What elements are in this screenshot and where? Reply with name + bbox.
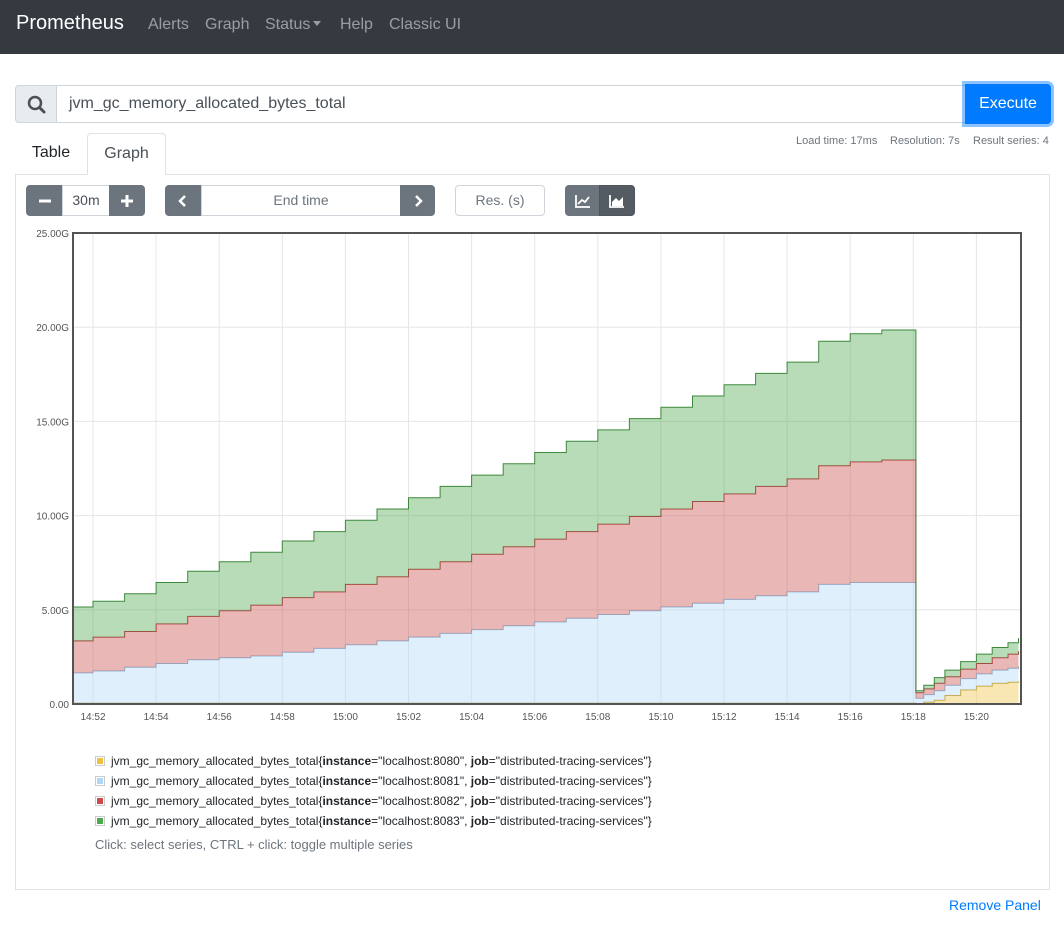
decrease-range-button[interactable] [26,185,63,216]
nav-graph[interactable]: Graph [205,16,250,33]
x-tick-label: 14:52 [80,712,105,723]
range-input[interactable]: 30m [62,185,110,216]
resolution-stat: Resolution: 7s [890,135,960,147]
legend-job: distributed-tracing-services [500,754,644,768]
legend-instance: localhost:8083 [382,814,460,828]
area-series-8083-line [73,329,1019,692]
area-series-8081 [73,582,1019,704]
area-series-8081-line [73,582,1019,699]
x-tick-label: 15:06 [522,712,547,723]
x-tick-label: 15:04 [459,712,484,723]
chevron-left-icon [178,194,186,207]
nav-status-label: Status [265,16,311,33]
y-tick-label: 10.00G [36,512,69,523]
plus-icon [121,194,133,207]
chevron-right-icon [414,194,423,207]
legend-swatch [95,816,105,826]
y-tick-label: 0.00 [50,700,70,711]
legend-color-8082 [97,798,103,804]
legend-color-8083 [97,818,103,824]
line-mode-button[interactable] [565,185,600,216]
search-icon [27,95,46,114]
legend-swatch [95,776,105,786]
tab-graph[interactable]: Graph [87,133,166,175]
tab-table[interactable]: Table [31,144,71,161]
legend-color-8081 [97,778,103,784]
legend-job: distributed-tracing-services [500,794,644,808]
y-tick-label: 15.00G [36,417,69,428]
legend-swatch [95,796,105,806]
x-tick-label: 15:16 [838,712,863,723]
y-tick-label: 20.00G [36,323,69,334]
x-tick-label: 15:20 [964,712,989,723]
x-tick-label: 15:18 [901,712,926,723]
end-time-input[interactable]: End time [201,185,401,216]
legend-item[interactable]: jvm_gc_memory_allocated_bytes_total{inst… [95,793,652,813]
graph-panel [15,174,1050,890]
legend-metric: jvm_gc_memory_allocated_bytes_total [111,814,319,828]
resolution-input[interactable]: Res. (s) [455,185,545,216]
next-time-button[interactable] [400,185,435,216]
legend-color-8080 [97,758,103,764]
x-tick-label: 15:14 [775,712,800,723]
graph-chart[interactable]: 0.00 5.00G 10.00G 15.00G 20.00G 25.00G 14:52 1… [0,0,1064,740]
legend-job: distributed-tracing-services [500,774,644,788]
legend-job: distributed-tracing-services [500,814,644,828]
y-tick-label: 25.00G [36,229,69,240]
x-tick-label: 14:54 [144,712,169,723]
nav-classic-ui[interactable]: Classic UI [389,16,462,33]
remove-panel-link[interactable]: Remove Panel [949,897,1041,913]
legend-instance: localhost:8080 [382,754,460,768]
legend-item[interactable]: jvm_gc_memory_allocated_bytes_total{inst… [95,813,652,833]
minus-icon [38,199,51,202]
area-series-8082 [73,460,1019,699]
brand-link[interactable]: Prometheus [16,12,124,34]
legend-metric: jvm_gc_memory_allocated_bytes_total [111,794,319,808]
x-tick-label: 14:56 [207,712,232,723]
x-tick-label: 15:12 [711,712,736,723]
x-tick-label: 15:00 [333,712,358,723]
stacked-mode-button[interactable] [599,185,635,216]
legend-metric: jvm_gc_memory_allocated_bytes_total [111,754,319,768]
navbar: Prometheus Alerts Graph Status Help Clas… [0,0,1064,54]
x-tick-label: 15:08 [585,712,610,723]
legend-item[interactable]: jvm_gc_memory_allocated_bytes_total{inst… [95,753,652,773]
x-tick-label: 15:10 [648,712,673,723]
x-tick-label: 14:58 [270,712,295,723]
legend-item[interactable]: jvm_gc_memory_allocated_bytes_total{inst… [95,773,652,793]
plot-border [72,232,1022,705]
area-series-8082-line [73,459,1019,694]
legend-swatch [95,756,105,766]
legend-instance: localhost:8081 [382,774,460,788]
x-tick-label: 15:02 [396,712,421,723]
execute-button[interactable]: Execute [965,84,1051,124]
nav-help[interactable]: Help [340,16,373,33]
nav-status-dropdown[interactable]: Status [265,16,322,34]
result-series-stat: Result series: 4 [973,135,1049,147]
load-time: Load time: 17ms [796,135,878,147]
line-chart-icon [574,194,590,208]
legend-instance: localhost:8082 [382,794,460,808]
caret-down-icon [313,21,322,26]
chart-legend: jvm_gc_memory_allocated_bytes_total{inst… [95,753,652,833]
nav-alerts[interactable]: Alerts [148,16,189,33]
area-series-8083 [73,330,1019,693]
previous-time-button[interactable] [165,185,201,216]
y-tick-label: 5.00G [42,606,69,617]
area-chart-icon [609,194,624,208]
legend-hint: Click: select series, CTRL + click: togg… [95,837,413,852]
search-addon [15,85,57,123]
increase-range-button[interactable] [109,185,145,216]
expression-input[interactable]: jvm_gc_memory_allocated_bytes_total [56,85,966,123]
legend-metric: jvm_gc_memory_allocated_bytes_total [111,774,319,788]
